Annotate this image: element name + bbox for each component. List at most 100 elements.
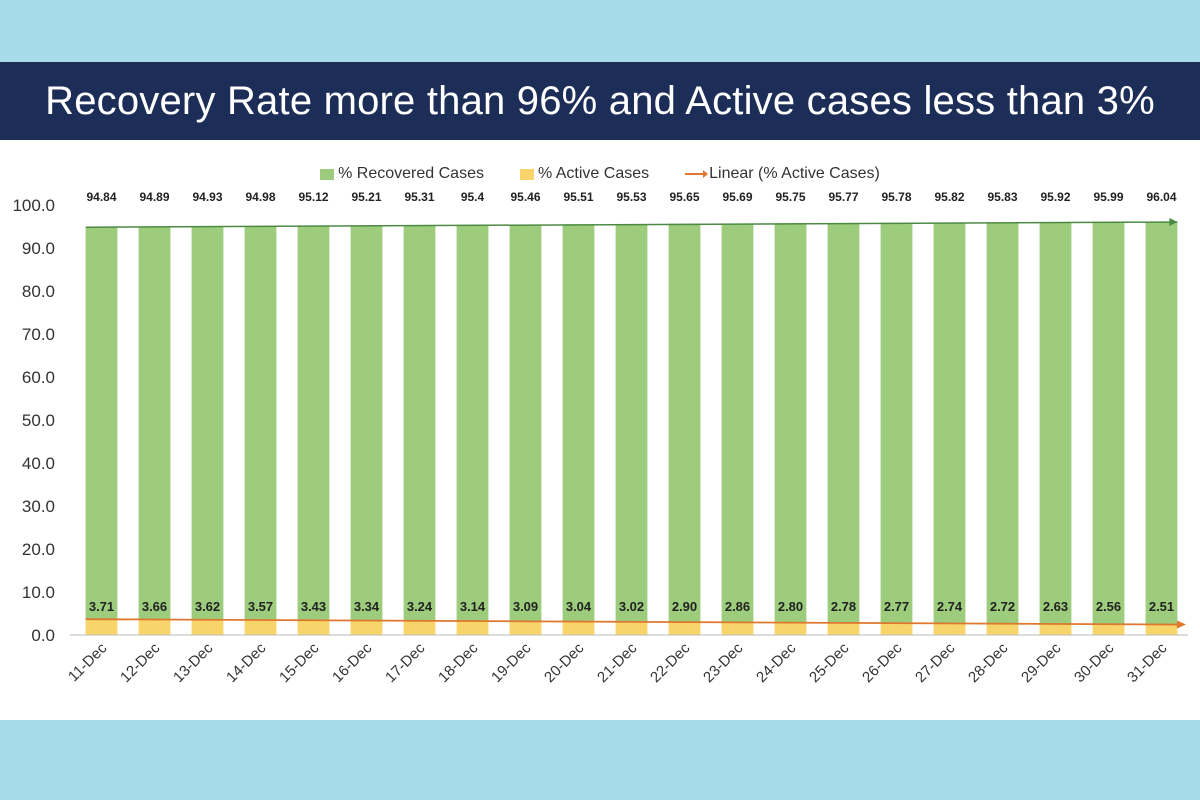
data-label-active: 3.02 — [619, 599, 644, 614]
bar-active — [827, 623, 860, 635]
legend-item-recovered: % Recovered Cases — [320, 164, 484, 184]
bottom-background-band — [0, 720, 1200, 800]
data-label-recovered: 95.53 — [616, 190, 646, 204]
bar-active — [774, 622, 807, 635]
x-tick-label: 18-Dec — [435, 639, 482, 686]
data-label-recovered: 95.78 — [881, 190, 911, 204]
x-tick-label: 13-Dec — [170, 639, 217, 686]
bar-active — [509, 621, 542, 635]
y-tick-label: 60.0 — [22, 368, 55, 387]
bar-recovered — [138, 226, 171, 620]
x-tick-label: 11-Dec — [65, 639, 111, 685]
data-label-recovered: 94.89 — [139, 190, 169, 204]
y-tick-label: 100.0 — [12, 196, 55, 215]
data-label-active: 3.09 — [513, 599, 538, 614]
bar-recovered — [509, 224, 542, 622]
active-trend-arrow — [1177, 620, 1186, 629]
data-label-recovered: 95.77 — [828, 190, 858, 204]
bar-recovered — [827, 223, 860, 624]
bar-recovered — [1039, 222, 1072, 624]
bar-active — [721, 622, 754, 635]
bar-active — [1092, 623, 1125, 635]
x-tick-label: 27-Dec — [912, 639, 959, 686]
bar-recovered — [986, 222, 1019, 624]
data-label-recovered: 95.82 — [934, 190, 964, 204]
bar-active — [880, 623, 913, 635]
bar-active — [986, 623, 1019, 635]
bar-active — [1145, 624, 1178, 635]
y-tick-label: 40.0 — [22, 454, 55, 473]
x-tick-label: 23-Dec — [700, 639, 747, 686]
data-label-recovered: 94.93 — [192, 190, 222, 204]
data-label-recovered: 95.99 — [1093, 190, 1123, 204]
data-label-recovered: 95.92 — [1040, 190, 1070, 204]
y-tick-label: 20.0 — [22, 540, 55, 559]
x-tick-label: 20-Dec — [541, 639, 588, 686]
bar-recovered — [933, 222, 966, 624]
legend-label-active: % Active Cases — [537, 165, 650, 182]
x-tick-label: 29-Dec — [1018, 639, 1065, 686]
data-label-active: 2.78 — [831, 599, 856, 614]
x-tick-label: 24-Dec — [753, 639, 800, 686]
y-tick-label: 30.0 — [22, 497, 55, 516]
bar-active — [456, 621, 489, 635]
data-label-active: 3.43 — [301, 599, 326, 614]
data-label-recovered: 95.4 — [461, 190, 485, 204]
bar-active — [244, 619, 277, 635]
data-label-recovered: 95.12 — [298, 190, 328, 204]
data-label-recovered: 95.75 — [775, 190, 805, 204]
data-label-recovered: 95.83 — [987, 190, 1017, 204]
data-label-active: 3.14 — [460, 599, 486, 614]
bar-active — [191, 619, 224, 635]
bar-active — [138, 619, 171, 635]
bar-recovered — [85, 227, 118, 620]
data-label-active: 2.63 — [1043, 599, 1068, 614]
bar-active — [1039, 623, 1072, 635]
bar-active — [562, 621, 595, 635]
x-tick-label: 31-Dec — [1124, 639, 1171, 686]
bar-recovered — [244, 226, 277, 620]
data-label-recovered: 94.84 — [86, 190, 116, 204]
top-background-band — [0, 0, 1200, 62]
bar-active — [668, 622, 701, 635]
bar-recovered — [456, 224, 489, 622]
legend-label-recovered: % Recovered Cases — [338, 165, 484, 182]
y-tick-label: 50.0 — [22, 411, 55, 430]
data-label-active: 3.34 — [354, 599, 380, 614]
x-tick-label: 22-Dec — [647, 639, 694, 686]
x-tick-label: 15-Dec — [276, 639, 323, 686]
title-banner: Recovery Rate more than 96% and Active c… — [0, 62, 1200, 140]
bar-recovered — [1145, 222, 1178, 625]
bar-recovered — [668, 223, 701, 623]
bar-active — [615, 622, 648, 635]
legend-item-active: % Active Cases — [519, 164, 650, 184]
data-label-active: 2.56 — [1096, 599, 1121, 614]
bar-recovered — [774, 223, 807, 623]
x-tick-label: 21-Dec — [594, 639, 641, 686]
bar-recovered — [1092, 222, 1125, 624]
data-label-active: 3.04 — [566, 599, 592, 614]
data-label-recovered: 95.51 — [563, 190, 593, 204]
x-tick-label: 28-Dec — [965, 639, 1012, 686]
y-tick-label: 70.0 — [22, 325, 55, 344]
data-label-recovered: 94.98 — [245, 190, 275, 204]
x-tick-label: 19-Dec — [488, 639, 535, 686]
legend-label-trend: Linear (% Active Cases) — [709, 165, 880, 182]
data-label-active: 3.71 — [89, 599, 114, 614]
chart-legend: % Recovered Cases % Active Cases Linear … — [0, 164, 1200, 184]
data-label-recovered: 95.31 — [404, 190, 434, 204]
y-tick-label: 0.0 — [31, 626, 55, 645]
bar-recovered — [562, 224, 595, 622]
x-tick-label: 14-Dec — [223, 639, 270, 686]
data-label-recovered: 95.21 — [351, 190, 381, 204]
x-tick-label: 30-Dec — [1071, 639, 1118, 686]
chart-title: Recovery Rate more than 96% and Active c… — [45, 78, 1155, 123]
active-swatch — [519, 168, 534, 180]
data-label-active: 2.80 — [778, 599, 803, 614]
bar-recovered — [297, 225, 330, 621]
bar-active — [297, 620, 330, 635]
x-tick-label: 26-Dec — [859, 639, 906, 686]
trendline-swatch — [685, 170, 709, 178]
active-trend-line — [85, 618, 1183, 626]
data-label-active: 2.74 — [937, 599, 963, 614]
